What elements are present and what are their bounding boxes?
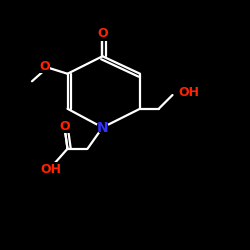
Text: O: O (97, 27, 108, 40)
Text: O: O (60, 120, 70, 133)
Text: OH: OH (41, 163, 62, 176)
Text: O: O (39, 60, 50, 73)
Circle shape (97, 122, 108, 133)
Text: N: N (97, 120, 108, 134)
Text: OH: OH (179, 86, 200, 99)
